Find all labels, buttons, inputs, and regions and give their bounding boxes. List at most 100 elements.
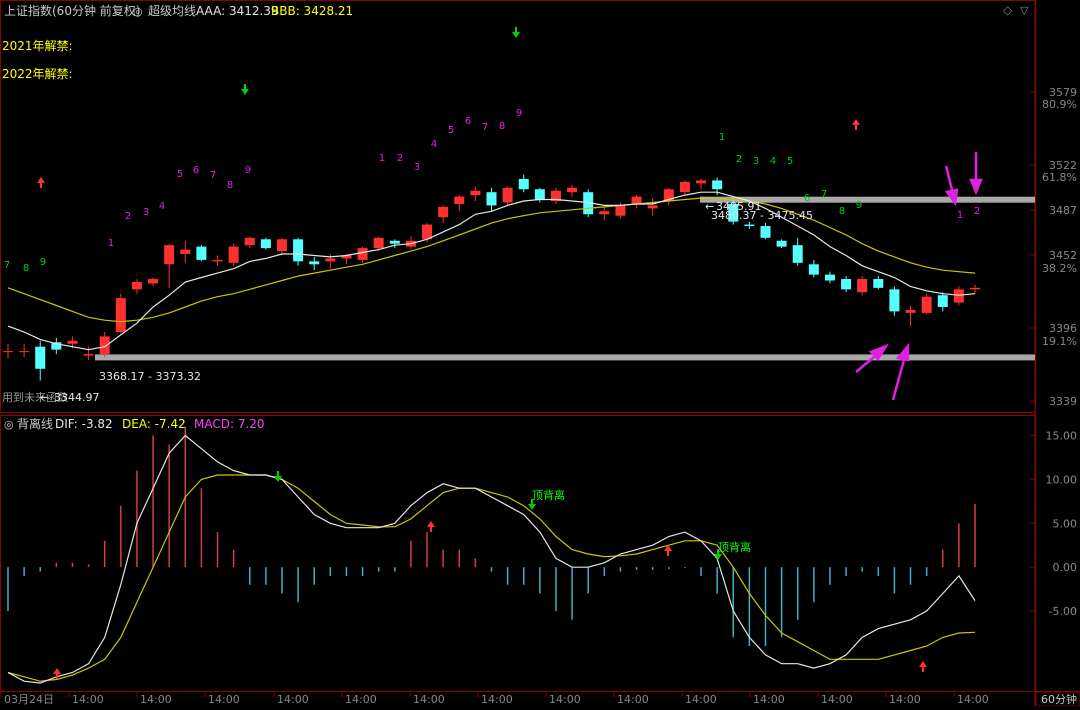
time-tick: 14:00 (413, 693, 445, 706)
sequence-count: 2 (125, 211, 131, 222)
macd-tick: 10.00 (1046, 473, 1078, 486)
sequence-count: 9 (40, 257, 46, 268)
support-band (95, 354, 1035, 361)
time-tick: 14:00 (277, 693, 309, 706)
time-tick: 14:00 (957, 693, 989, 706)
candle-body (663, 189, 674, 202)
price-tick: 3522 (1049, 159, 1077, 172)
candle-body (389, 240, 400, 244)
sequence-count: 4 (431, 139, 437, 150)
sequence-count: 2 (397, 153, 403, 164)
candle-body (970, 287, 980, 290)
buy-arrow (852, 119, 860, 125)
candle-body (244, 237, 255, 246)
candle-body (454, 196, 465, 204)
candle-body (341, 255, 352, 259)
macd-name: 背离线 (17, 416, 53, 431)
annotation-arrows (855, 152, 983, 401)
macd-sell-arrow-stem (531, 499, 533, 504)
sequence-count: 9 (856, 200, 862, 211)
macd-settings-icon[interactable]: ◎ (4, 418, 14, 431)
candle-body (728, 203, 739, 222)
sequence-count: 1 (379, 153, 385, 164)
candle-body (502, 187, 513, 203)
candle-body (824, 274, 835, 281)
macd-tick: 0.00 (1053, 561, 1078, 574)
buy-arrow-stem (40, 183, 42, 188)
sequence-count: 1 (719, 132, 725, 143)
percent-tick: 38.2% (1042, 262, 1077, 275)
price-tick: 3339 (1049, 395, 1077, 408)
price-tick: 3487 (1049, 204, 1077, 217)
candle-body (325, 258, 336, 262)
sequence-count: 8 (23, 263, 29, 274)
ma-fast-line (7, 191, 976, 351)
macd-dea: DEA: -7.42 (122, 417, 186, 431)
buy-arrow-stem (855, 125, 857, 130)
macd-buy-arrow-stem (430, 527, 432, 532)
sequence-count: 3 (753, 156, 759, 167)
sequence-count: 5 (448, 125, 454, 136)
sequence-count: 9 (516, 108, 522, 119)
candle-body (599, 211, 610, 215)
macd-layer: 15.00 10.00 5.00 0.00 -5.00 (7, 426, 1078, 684)
sequence-count: 3 (414, 162, 420, 173)
candle-body (309, 261, 320, 265)
annotation-arrow-2 (891, 355, 907, 401)
candle-body (293, 239, 304, 262)
candle-body (148, 279, 159, 284)
note-2021: 2021年解禁: (2, 39, 73, 53)
candle-body (357, 248, 368, 260)
time-tick: 14:00 (753, 693, 785, 706)
settings-icon[interactable]: ◎ (133, 5, 143, 18)
candle-body (712, 180, 723, 190)
candle-body (550, 190, 561, 202)
price-tick: 3396 (1049, 322, 1077, 335)
time-tick: 14:00 (481, 693, 513, 706)
sequence-count: 3 (143, 207, 149, 218)
high-marker: ← (705, 200, 714, 213)
candle-body (373, 237, 384, 249)
candle-body (180, 249, 191, 254)
chevron-down-icon[interactable]: ▽ (1020, 4, 1029, 17)
macd-buy-arrow-stem (922, 667, 924, 672)
percent-tick: 80.9% (1042, 98, 1077, 111)
candle-body (438, 206, 449, 218)
candle-body (83, 354, 94, 356)
sequence-count: 6 (465, 116, 471, 127)
time-tick: 14:00 (72, 693, 104, 706)
note-2022: 2022年解禁: (2, 67, 73, 81)
time-tick: 14:00 (821, 693, 853, 706)
period-label[interactable]: 60分钟 (1041, 692, 1077, 706)
candle-body (841, 279, 852, 290)
dea-line (7, 474, 976, 682)
candle-body (744, 224, 755, 227)
candle-body (164, 245, 175, 265)
candle-body (196, 246, 207, 260)
signal-arrows (37, 27, 860, 188)
sequence-count: 6 (804, 193, 810, 204)
candle-body (953, 289, 964, 303)
sequence-count: 6 (193, 165, 199, 176)
percent-tick: 19.1% (1042, 335, 1077, 348)
time-tick: 14:00 (140, 693, 172, 706)
candle-body (470, 190, 481, 196)
sequence-count: 8 (227, 180, 233, 191)
price-axis: 3579 3522 3487 3452 3396 3339 80.9% 61.8% 38.2% 1… (1030, 86, 1077, 408)
sequence-count: 5 (787, 156, 793, 167)
diamond-icon[interactable]: ◇ (1003, 3, 1013, 17)
candle-body (35, 346, 46, 369)
sequence-count: 2 (974, 206, 980, 217)
candle-body (260, 239, 271, 249)
annotation-arrow-head-4 (969, 178, 983, 196)
candle-body (19, 351, 30, 353)
macd-value: MACD: 7.20 (194, 417, 265, 431)
sequence-count: 7 (821, 189, 827, 200)
resistance-band (700, 196, 1035, 203)
candle-body (889, 289, 900, 312)
time-tick: 14:00 (208, 693, 240, 706)
candlesticks (3, 174, 980, 381)
